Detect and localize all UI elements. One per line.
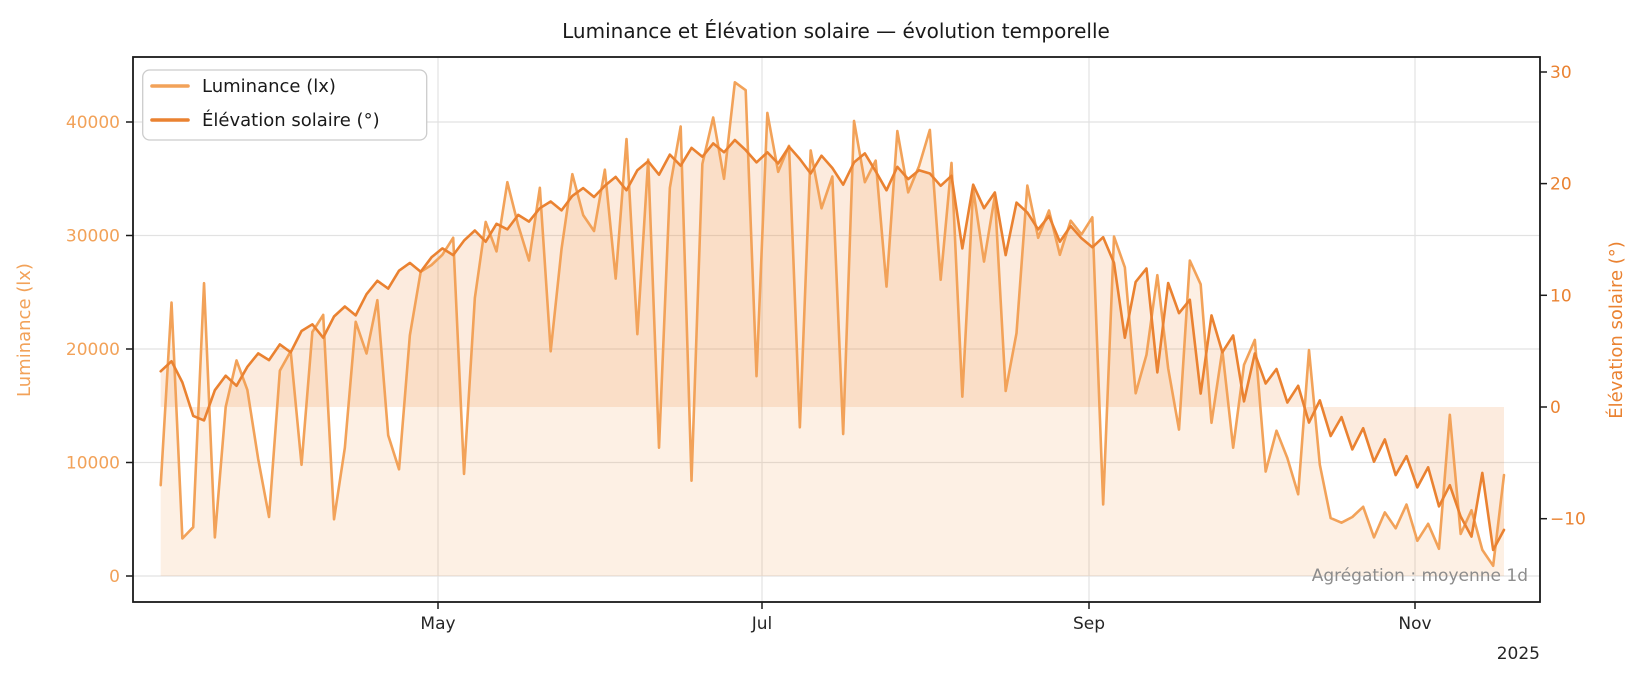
- left-tick-40000: 40000: [66, 113, 120, 133]
- left-tick-10000: 10000: [66, 454, 120, 474]
- legend: Luminance (lx) Élévation solaire (°): [142, 69, 428, 141]
- left-tick-30000: 30000: [66, 227, 120, 247]
- right-tick-m10: −10: [1550, 510, 1586, 530]
- left-tick-0: 0: [109, 567, 120, 587]
- xtick-jul: Jul: [751, 614, 773, 634]
- elevation-area-fill: [160, 140, 1504, 550]
- left-axis-ticks: 0 10000 20000 30000 40000: [66, 113, 120, 587]
- luminance-area-fill: [160, 82, 1504, 577]
- legend-label-luminance: Luminance (lx): [202, 76, 336, 97]
- xtick-may: May: [420, 614, 455, 634]
- legend-label-elevation: Élévation solaire (°): [202, 109, 380, 131]
- right-tick-30: 30: [1550, 63, 1572, 83]
- x-axis-ticks: May Jul Sep Nov 2025: [420, 614, 1540, 664]
- tick-marks: [126, 71, 1547, 609]
- xtick-sep: Sep: [1073, 614, 1105, 634]
- right-tick-0: 0: [1550, 398, 1561, 418]
- right-axis-label: Élévation solaire (°): [1605, 241, 1627, 419]
- aggregation-annotation: Agrégation : moyenne 1d: [1312, 566, 1528, 586]
- left-tick-20000: 20000: [66, 340, 120, 360]
- elevation-line: [159, 138, 1506, 552]
- left-axis-label: Luminance (lx): [14, 263, 35, 397]
- right-axis-ticks: 30 20 10 0 −10: [1550, 63, 1586, 530]
- plot-border: [132, 56, 1541, 603]
- chart-title: Luminance et Élévation solaire — évoluti…: [562, 19, 1110, 43]
- legend-box: [142, 69, 428, 141]
- right-tick-10: 10: [1550, 286, 1572, 306]
- luminance-line: [159, 81, 1506, 568]
- xtick-nov: Nov: [1398, 614, 1431, 634]
- x-axis-year: 2025: [1497, 644, 1540, 664]
- right-tick-20: 20: [1550, 175, 1572, 195]
